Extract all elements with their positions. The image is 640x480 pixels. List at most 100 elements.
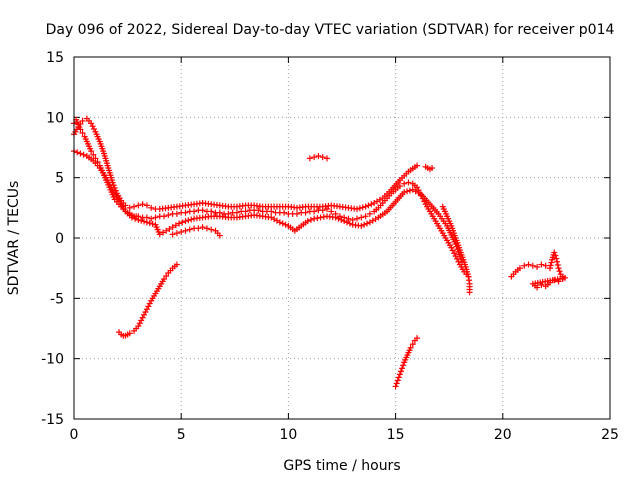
data-point	[346, 220, 353, 227]
data-point	[414, 162, 421, 169]
data-point	[138, 217, 145, 224]
data-point	[139, 314, 146, 321]
data-point	[148, 204, 155, 211]
data-point	[161, 276, 168, 283]
data-point	[188, 216, 195, 223]
data-point	[182, 218, 189, 225]
data-point	[516, 265, 523, 272]
data-point	[79, 130, 86, 137]
data-point	[307, 216, 314, 223]
data-point	[148, 215, 155, 222]
data-point	[546, 279, 553, 286]
data-point	[89, 123, 96, 130]
data-point	[255, 207, 262, 214]
data-point	[176, 220, 183, 227]
data-point	[556, 268, 563, 275]
data-point	[141, 218, 148, 225]
x-tick-label: 0	[70, 427, 79, 443]
data-point	[392, 383, 399, 390]
data-point	[178, 228, 185, 235]
data-point	[302, 209, 309, 216]
data-point	[173, 261, 180, 268]
data-point	[169, 231, 176, 238]
data-point	[354, 215, 361, 222]
y-tick-label: 5	[55, 171, 64, 187]
data-point	[311, 154, 318, 161]
data-point	[354, 206, 361, 213]
data-point	[359, 204, 366, 211]
data-point	[185, 217, 192, 224]
data-point	[401, 189, 408, 196]
data-point	[165, 212, 172, 219]
data-point	[407, 344, 414, 351]
x-tick-labels: 0 5 10 15 20 25	[70, 427, 619, 443]
series-lower-band	[71, 148, 466, 266]
data-point	[559, 276, 566, 283]
data-point	[409, 341, 416, 348]
data-point	[132, 215, 139, 222]
data-point	[404, 188, 411, 195]
data-point	[344, 219, 351, 226]
x-tick-label: 10	[279, 427, 297, 443]
data-point	[126, 204, 133, 211]
data-point	[135, 216, 142, 223]
y-axis-label: SDTVAR / TECUs	[6, 181, 22, 296]
data-point	[306, 155, 313, 162]
x-tick-label: 20	[494, 427, 512, 443]
data-point	[173, 210, 180, 217]
data-point	[406, 187, 413, 194]
data-point	[358, 214, 365, 221]
y-tick-label: 0	[55, 231, 64, 247]
data-point	[159, 229, 166, 236]
data-point	[414, 335, 421, 342]
data-point	[368, 201, 375, 208]
data-point	[551, 249, 558, 256]
data-point	[335, 215, 342, 222]
data-point	[323, 155, 330, 162]
data-point	[538, 261, 545, 268]
data-point	[195, 225, 202, 232]
data-point	[396, 183, 403, 190]
data-point	[548, 259, 555, 266]
x-tick-label: 25	[601, 427, 619, 443]
data-point	[397, 368, 404, 375]
data-point	[161, 213, 168, 220]
data-point	[555, 278, 562, 285]
data-point	[135, 202, 142, 209]
y-tick-label: 10	[46, 110, 64, 126]
y-tick-label: -5	[50, 291, 64, 307]
data-point	[169, 224, 176, 231]
data-point	[74, 149, 81, 156]
data-point	[282, 221, 289, 228]
data-point	[366, 210, 373, 217]
data-point	[554, 261, 561, 268]
data-point	[182, 227, 189, 234]
data-point	[451, 250, 458, 257]
data-points	[71, 115, 568, 390]
data-point	[186, 226, 193, 233]
data-point	[276, 219, 283, 226]
chart-title: Day 096 of 2022, Sidereal Day-to-day VTE…	[46, 22, 615, 38]
data-point	[362, 213, 369, 220]
data-point	[146, 220, 153, 227]
data-point	[365, 202, 372, 209]
series-upper-band	[71, 115, 421, 213]
data-point	[141, 311, 148, 318]
data-point	[173, 230, 180, 237]
plot-frame	[73, 56, 611, 420]
data-point	[542, 262, 549, 269]
data-point	[304, 218, 311, 225]
y-tick-label: -10	[41, 352, 64, 368]
data-point	[146, 300, 153, 307]
data-point	[358, 222, 365, 229]
data-point	[77, 150, 84, 157]
data-point	[555, 265, 562, 272]
data-point	[315, 152, 322, 159]
data-point	[90, 151, 97, 158]
y-tick-labels: -15 -10 -5 0 5 10 15	[41, 50, 64, 428]
data-point	[449, 247, 456, 254]
series-negative-rise	[116, 261, 180, 339]
y-tick-label: 15	[46, 50, 64, 66]
data-point	[208, 226, 215, 233]
